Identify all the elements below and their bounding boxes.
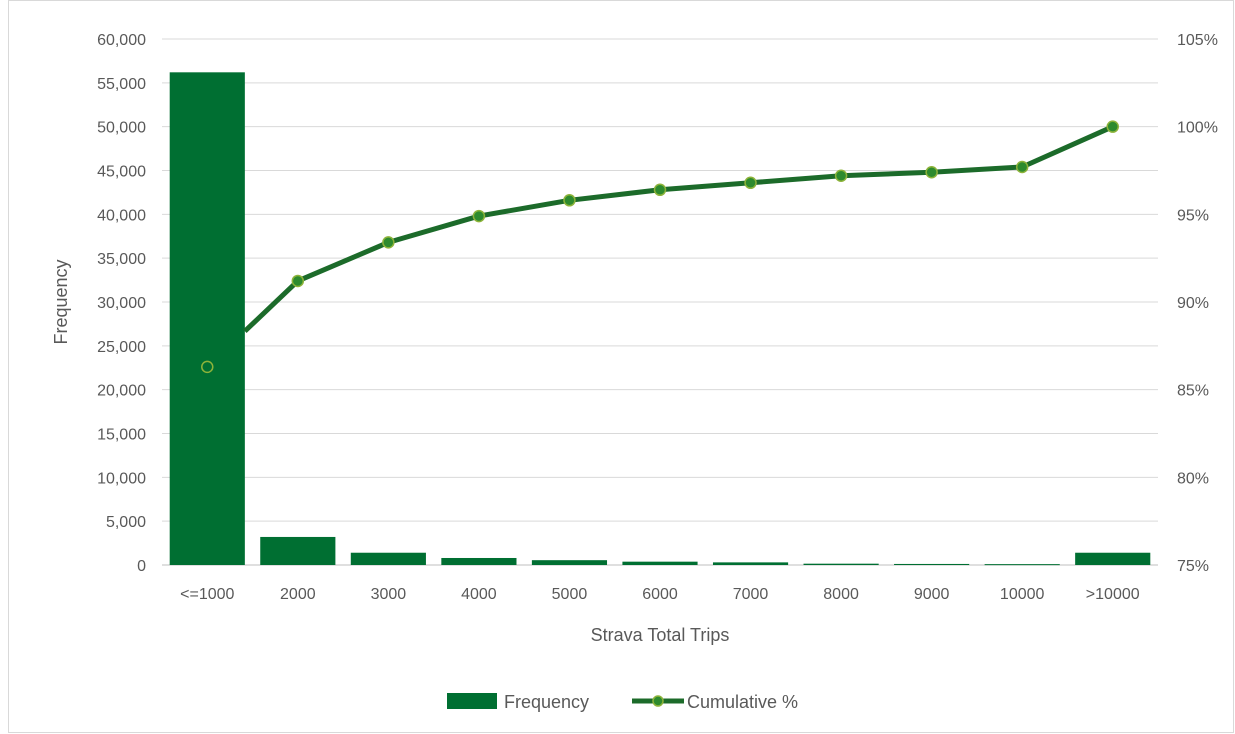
x-tick-label: 6000: [642, 586, 678, 603]
x-tick-label: <=1000: [180, 586, 234, 603]
bar: [441, 558, 516, 565]
y-tick-label: 10,000: [97, 470, 146, 487]
bar: [351, 553, 426, 565]
y2-tick-label: 105%: [1177, 32, 1218, 49]
y-tick-label: 40,000: [97, 207, 146, 224]
y2-tick-label: 90%: [1177, 295, 1209, 312]
x-axis-title: Strava Total Trips: [591, 625, 730, 645]
x-axis-ticks: <=1000 2000 3000 4000 5000 6000 7000 8000 9000 10…: [180, 586, 1140, 603]
line-marker: [1107, 121, 1118, 132]
y-tick-label: 35,000: [97, 251, 146, 268]
legend: Frequency Cumulative %: [447, 692, 798, 712]
x-tick-label: 8000: [823, 586, 859, 603]
bar: [532, 560, 607, 565]
line-marker: [1017, 161, 1028, 172]
x-tick-label: 7000: [733, 586, 769, 603]
y-tick-label: 5,000: [106, 514, 146, 531]
y-tick-label: 30,000: [97, 295, 146, 312]
y2-tick-label: 80%: [1177, 470, 1209, 487]
line-marker: [836, 170, 847, 181]
legend-swatch-cumulative-marker: [653, 696, 663, 706]
line-marker: [292, 275, 303, 286]
x-tick-label: 5000: [552, 586, 588, 603]
bar: [622, 562, 697, 565]
line-marker: [383, 237, 394, 248]
bar: [1075, 553, 1150, 565]
y2-tick-label: 85%: [1177, 383, 1209, 400]
line-marker: [564, 195, 575, 206]
x-tick-label: 4000: [461, 586, 497, 603]
bar: [894, 564, 969, 565]
y-tick-label: 20,000: [97, 383, 146, 400]
legend-label-frequency: Frequency: [504, 692, 589, 712]
cumulative-line-path: [245, 127, 1113, 332]
line-marker: [655, 184, 666, 195]
bar: [804, 564, 879, 565]
y2-tick-label: 75%: [1177, 558, 1209, 575]
y-tick-label: 55,000: [97, 76, 146, 93]
x-tick-label: >10000: [1086, 586, 1140, 603]
bars: [170, 72, 1151, 565]
x-tick-label: 10000: [1000, 586, 1045, 603]
y2-axis-ticks: 75% 80% 85% 90% 95% 100% 105%: [1177, 32, 1218, 575]
bar: [985, 564, 1060, 565]
line-marker: [745, 177, 756, 188]
y-axis-title: Frequency: [51, 259, 71, 344]
gridlines: [162, 39, 1158, 565]
y-tick-label: 60,000: [97, 32, 146, 49]
line-marker: [926, 167, 937, 178]
y-tick-label: 15,000: [97, 427, 146, 444]
y-tick-label: 50,000: [97, 120, 146, 137]
y-axis-ticks: 0 5,000 10,000 15,000 20,000 25,000 30,000 35,0…: [97, 32, 146, 575]
y2-tick-label: 100%: [1177, 120, 1218, 137]
x-tick-label: 9000: [914, 586, 950, 603]
y-tick-label: 0: [137, 558, 146, 575]
y2-tick-label: 95%: [1177, 207, 1209, 224]
y-tick-label: 45,000: [97, 164, 146, 181]
bar: [260, 537, 335, 565]
x-tick-label: 3000: [371, 586, 407, 603]
bar: [170, 72, 245, 565]
y-tick-label: 25,000: [97, 339, 146, 356]
legend-label-cumulative: Cumulative %: [687, 692, 798, 712]
cumulative-line: [202, 121, 1118, 372]
line-marker: [473, 211, 484, 222]
bar: [713, 562, 788, 565]
x-tick-label: 2000: [280, 586, 316, 603]
legend-swatch-frequency: [447, 693, 497, 709]
